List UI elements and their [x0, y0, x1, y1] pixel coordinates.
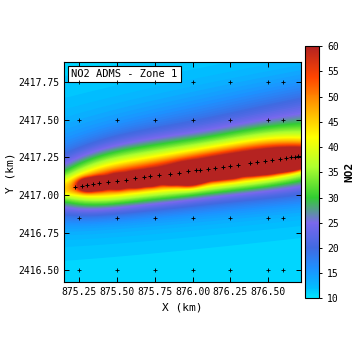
Text: NO2 ADMS - Zone 1: NO2 ADMS - Zone 1 — [71, 69, 178, 79]
Y-axis label: Y (km): Y (km) — [5, 152, 15, 192]
X-axis label: X (km): X (km) — [162, 303, 203, 313]
Y-axis label: NO2: NO2 — [345, 162, 355, 182]
